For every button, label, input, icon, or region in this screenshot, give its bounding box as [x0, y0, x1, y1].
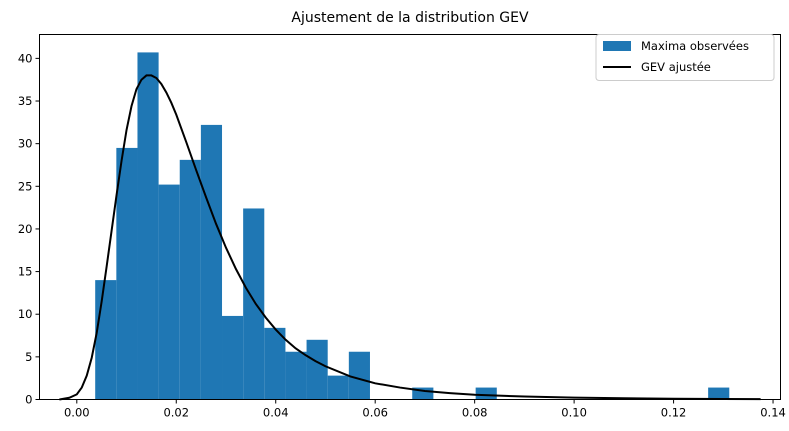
- histogram-bar: [285, 351, 307, 400]
- legend-box: [595, 34, 775, 81]
- y-tick-label: 30: [18, 137, 33, 151]
- histogram-bar: [243, 208, 265, 400]
- histogram-bar: [264, 327, 286, 400]
- histogram-bar: [179, 159, 201, 400]
- chart-title: Ajustement de la distribution GEV: [291, 10, 529, 26]
- histogram-bar: [412, 387, 434, 400]
- x-axis: 0.00 0.02 0.04 0.06 0.08 0.10 0.12 0.14: [64, 399, 786, 420]
- histogram-bar: [116, 147, 138, 400]
- x-tick-label: 0.00: [64, 406, 90, 420]
- y-tick-label: 5: [25, 350, 32, 364]
- y-tick-label: 35: [18, 94, 33, 108]
- x-tick-label: 0.08: [462, 406, 488, 420]
- histogram-bar: [708, 387, 730, 400]
- histogram-bar: [200, 124, 223, 400]
- y-tick-label: 20: [18, 222, 33, 236]
- x-tick-label: 0.02: [163, 406, 189, 420]
- y-tick-label: 0: [25, 393, 32, 407]
- y-tick-label: 10: [18, 307, 33, 321]
- histogram-bar: [137, 52, 159, 400]
- legend-line-label: GEV ajustée: [641, 60, 711, 74]
- legend-histogram-label: Maxima observées: [641, 39, 749, 53]
- y-axis: 0 5 10 15 20 25 30 35 40: [18, 51, 40, 407]
- y-tick-label: 15: [18, 265, 33, 279]
- histogram-bar: [348, 351, 370, 400]
- histogram-bar: [222, 315, 244, 400]
- histogram-bar: [327, 375, 349, 400]
- histogram-bar: [158, 184, 180, 400]
- x-tick-label: 0.06: [362, 406, 388, 420]
- x-tick-label: 0.04: [263, 406, 289, 420]
- x-tick-label: 0.14: [760, 406, 786, 420]
- histogram-bar: [306, 339, 328, 400]
- histogram-bar: [95, 280, 117, 400]
- x-tick-label: 0.10: [561, 406, 587, 420]
- legend-histogram-swatch: [603, 41, 631, 51]
- x-tick-label: 0.12: [661, 406, 687, 420]
- plot-frame: [39, 34, 781, 400]
- gev-fit-line: [59, 74, 761, 401]
- histogram-bar: [475, 387, 497, 400]
- legend: Maxima observées GEV ajustée: [595, 34, 775, 81]
- y-tick-label: 40: [18, 51, 33, 65]
- y-tick-label: 25: [18, 179, 33, 193]
- histogram-bars: [95, 52, 730, 400]
